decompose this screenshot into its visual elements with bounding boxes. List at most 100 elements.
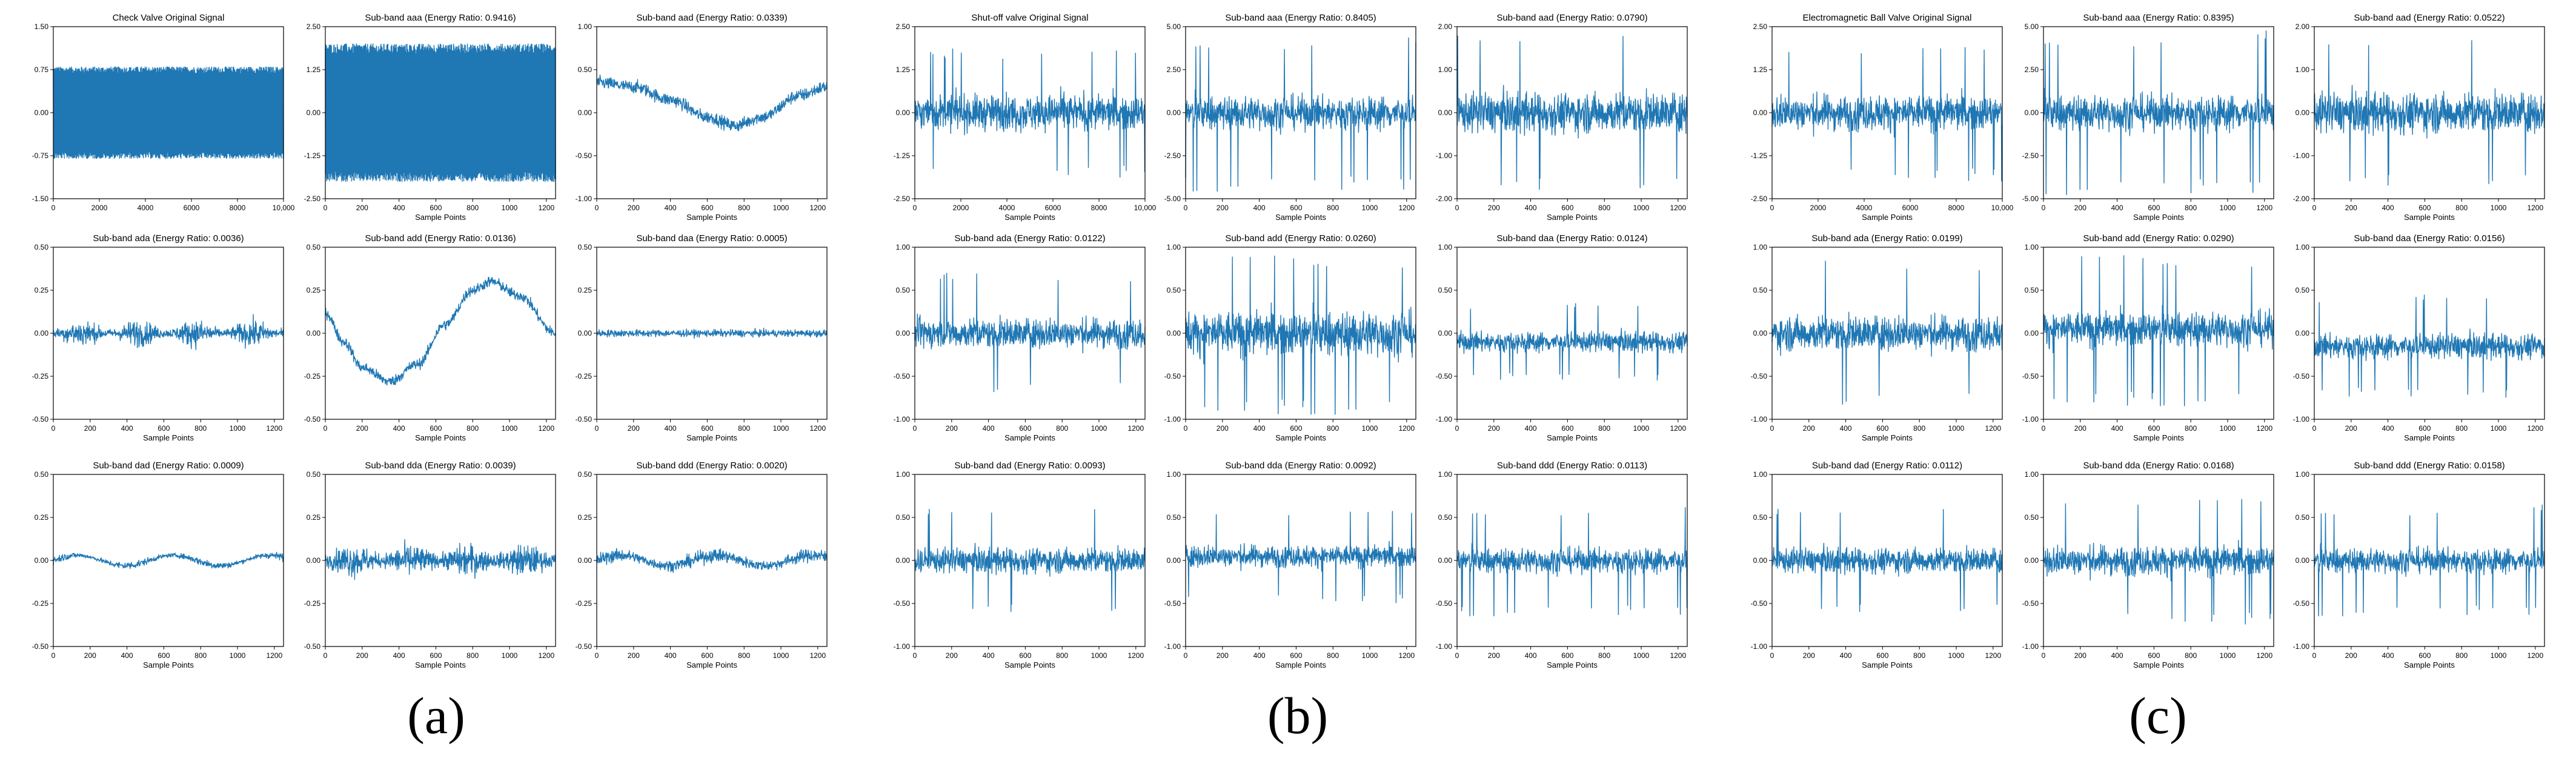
x-tick-label: 0 [2312, 204, 2317, 212]
x-tick-label: 800 [2455, 424, 2468, 433]
x-tick-label: 1000 [2491, 651, 2507, 660]
x-tick-label: 1000 [502, 424, 518, 433]
subplot-title: Sub-band ada (Energy Ratio: 0.0199) [1811, 233, 1962, 244]
x-tick-label: 1000 [773, 204, 789, 212]
y-tick-label: 1.00 [896, 470, 911, 479]
y-tick-label: 0.00 [896, 108, 911, 117]
y-tick-label: -5.00 [2022, 194, 2039, 203]
y-tick-label: 0.50 [307, 470, 321, 479]
y-tick-label: 0.00 [35, 108, 49, 117]
x-tick-label: 1200 [809, 204, 826, 212]
signal-line [1185, 255, 1416, 415]
x-tick-label: 0 [1455, 651, 1459, 660]
x-tick-label: 200 [84, 651, 96, 660]
x-tick-label: 1200 [1127, 424, 1144, 433]
subplot: Sub-band ada (Energy Ratio: 0.0199) -1.00… [1751, 233, 2003, 442]
x-tick-label: 1200 [2256, 204, 2272, 212]
y-tick-label: 2.50 [2025, 65, 2039, 74]
x-tick-label: 2000 [91, 204, 108, 212]
x-axis-label: Sample Points [143, 433, 194, 442]
x-tick-label: 2000 [1810, 204, 1827, 212]
x-tick-label: 8000 [230, 204, 246, 212]
y-tick-label: -0.50 [2022, 599, 2039, 608]
x-axis-label: Sample Points [2404, 660, 2455, 670]
x-tick-label: 600 [701, 651, 713, 660]
x-tick-label: 0 [2042, 651, 2046, 660]
y-tick-label: 0.00 [1438, 556, 1453, 565]
y-tick-label: -1.00 [2293, 151, 2310, 160]
y-tick-label: -0.50 [1164, 599, 1181, 608]
y-tick-label: 0.50 [578, 470, 593, 479]
x-tick-label: 1000 [773, 424, 789, 433]
y-tick-label: -2.00 [2293, 194, 2310, 203]
x-tick-label: 600 [158, 651, 170, 660]
subplot: Check Valve Original Signal -1.50 -0.75 0.0… [32, 13, 295, 212]
x-tick-label: 0 [2312, 424, 2317, 433]
y-tick-label: -0.50 [1436, 372, 1453, 380]
x-tick-label: 200 [2345, 424, 2357, 433]
y-tick-label: -0.25 [32, 599, 49, 608]
x-tick-label: 600 [1876, 424, 1888, 433]
subplot: Sub-band dad (Energy Ratio: 0.0009) -0.50… [32, 460, 284, 670]
x-axis-label: Sample Points [686, 213, 737, 222]
y-tick-label: 0.00 [578, 329, 593, 337]
x-tick-label: 200 [1803, 424, 1815, 433]
subplot: Sub-band aaa (Energy Ratio: 0.8395) -5.00… [2022, 13, 2274, 222]
x-tick-label: 4000 [138, 204, 154, 212]
y-tick-label: -0.25 [32, 372, 49, 380]
x-tick-label: 1200 [1670, 424, 1686, 433]
x-tick-label: 8000 [1948, 204, 1965, 212]
x-tick-label: 800 [1598, 424, 1610, 433]
x-tick-label: 0 [51, 204, 56, 212]
y-tick-label: 0.00 [35, 556, 49, 565]
x-tick-label: 1200 [809, 651, 826, 660]
x-tick-label: 800 [466, 204, 479, 212]
x-tick-label: 200 [628, 424, 640, 433]
x-tick-label: 600 [1290, 651, 1302, 660]
x-tick-label: 1200 [1398, 424, 1415, 433]
subplot: Sub-band daa (Energy Ratio: 0.0005) -0.50… [576, 233, 828, 442]
subplot: Sub-band dad (Energy Ratio: 0.0093) -1.00… [894, 460, 1146, 670]
y-tick-label: -0.50 [1164, 372, 1181, 380]
x-tick-label: 800 [738, 204, 750, 212]
x-tick-label: 1200 [1985, 424, 2001, 433]
x-tick-label: 10,000 [1991, 204, 2014, 212]
x-tick-label: 1000 [1633, 651, 1650, 660]
signal-line [914, 508, 1146, 613]
y-tick-label: -0.25 [304, 372, 321, 380]
x-tick-label: 800 [738, 651, 750, 660]
y-tick-label: -1.00 [2022, 415, 2039, 424]
y-tick-label: 0.00 [2025, 108, 2039, 117]
y-tick-label: 0.25 [307, 286, 321, 294]
x-tick-label: 8000 [1091, 204, 1107, 212]
signal-line [914, 273, 1146, 393]
subplot: Sub-band ddd (Energy Ratio: 0.0158) -1.00… [2293, 460, 2545, 670]
x-tick-label: 200 [356, 424, 368, 433]
x-tick-label: 1000 [1362, 651, 1378, 660]
x-tick-label: 800 [1913, 424, 1925, 433]
x-tick-label: 200 [628, 651, 640, 660]
y-tick-label: 0.25 [578, 513, 593, 522]
x-axis-label: Sample Points [1547, 213, 1598, 222]
y-tick-label: -1.00 [1436, 151, 1453, 160]
y-tick-label: -1.00 [1751, 642, 1768, 651]
x-tick-label: 400 [1840, 424, 1852, 433]
x-tick-label: 0 [324, 651, 328, 660]
y-tick-label: -1.00 [2022, 642, 2039, 651]
y-tick-label: -2.50 [1164, 151, 1181, 160]
y-tick-label: 0.50 [35, 243, 49, 251]
y-tick-label: 1.50 [35, 22, 49, 31]
x-tick-label: 400 [665, 651, 677, 660]
signal-line [1456, 35, 1688, 190]
x-tick-label: 6000 [1045, 204, 1061, 212]
y-tick-label: 0.00 [1438, 108, 1453, 117]
x-tick-label: 1000 [230, 424, 246, 433]
x-tick-label: 200 [1488, 651, 1500, 660]
y-tick-label: 1.00 [1167, 243, 1181, 251]
x-tick-label: 1000 [2220, 204, 2236, 212]
x-tick-label: 800 [1598, 204, 1610, 212]
x-tick-label: 200 [356, 651, 368, 660]
x-tick-label: 1000 [2220, 651, 2236, 660]
y-tick-label: -1.50 [32, 194, 49, 203]
signal-line [1456, 507, 1688, 617]
